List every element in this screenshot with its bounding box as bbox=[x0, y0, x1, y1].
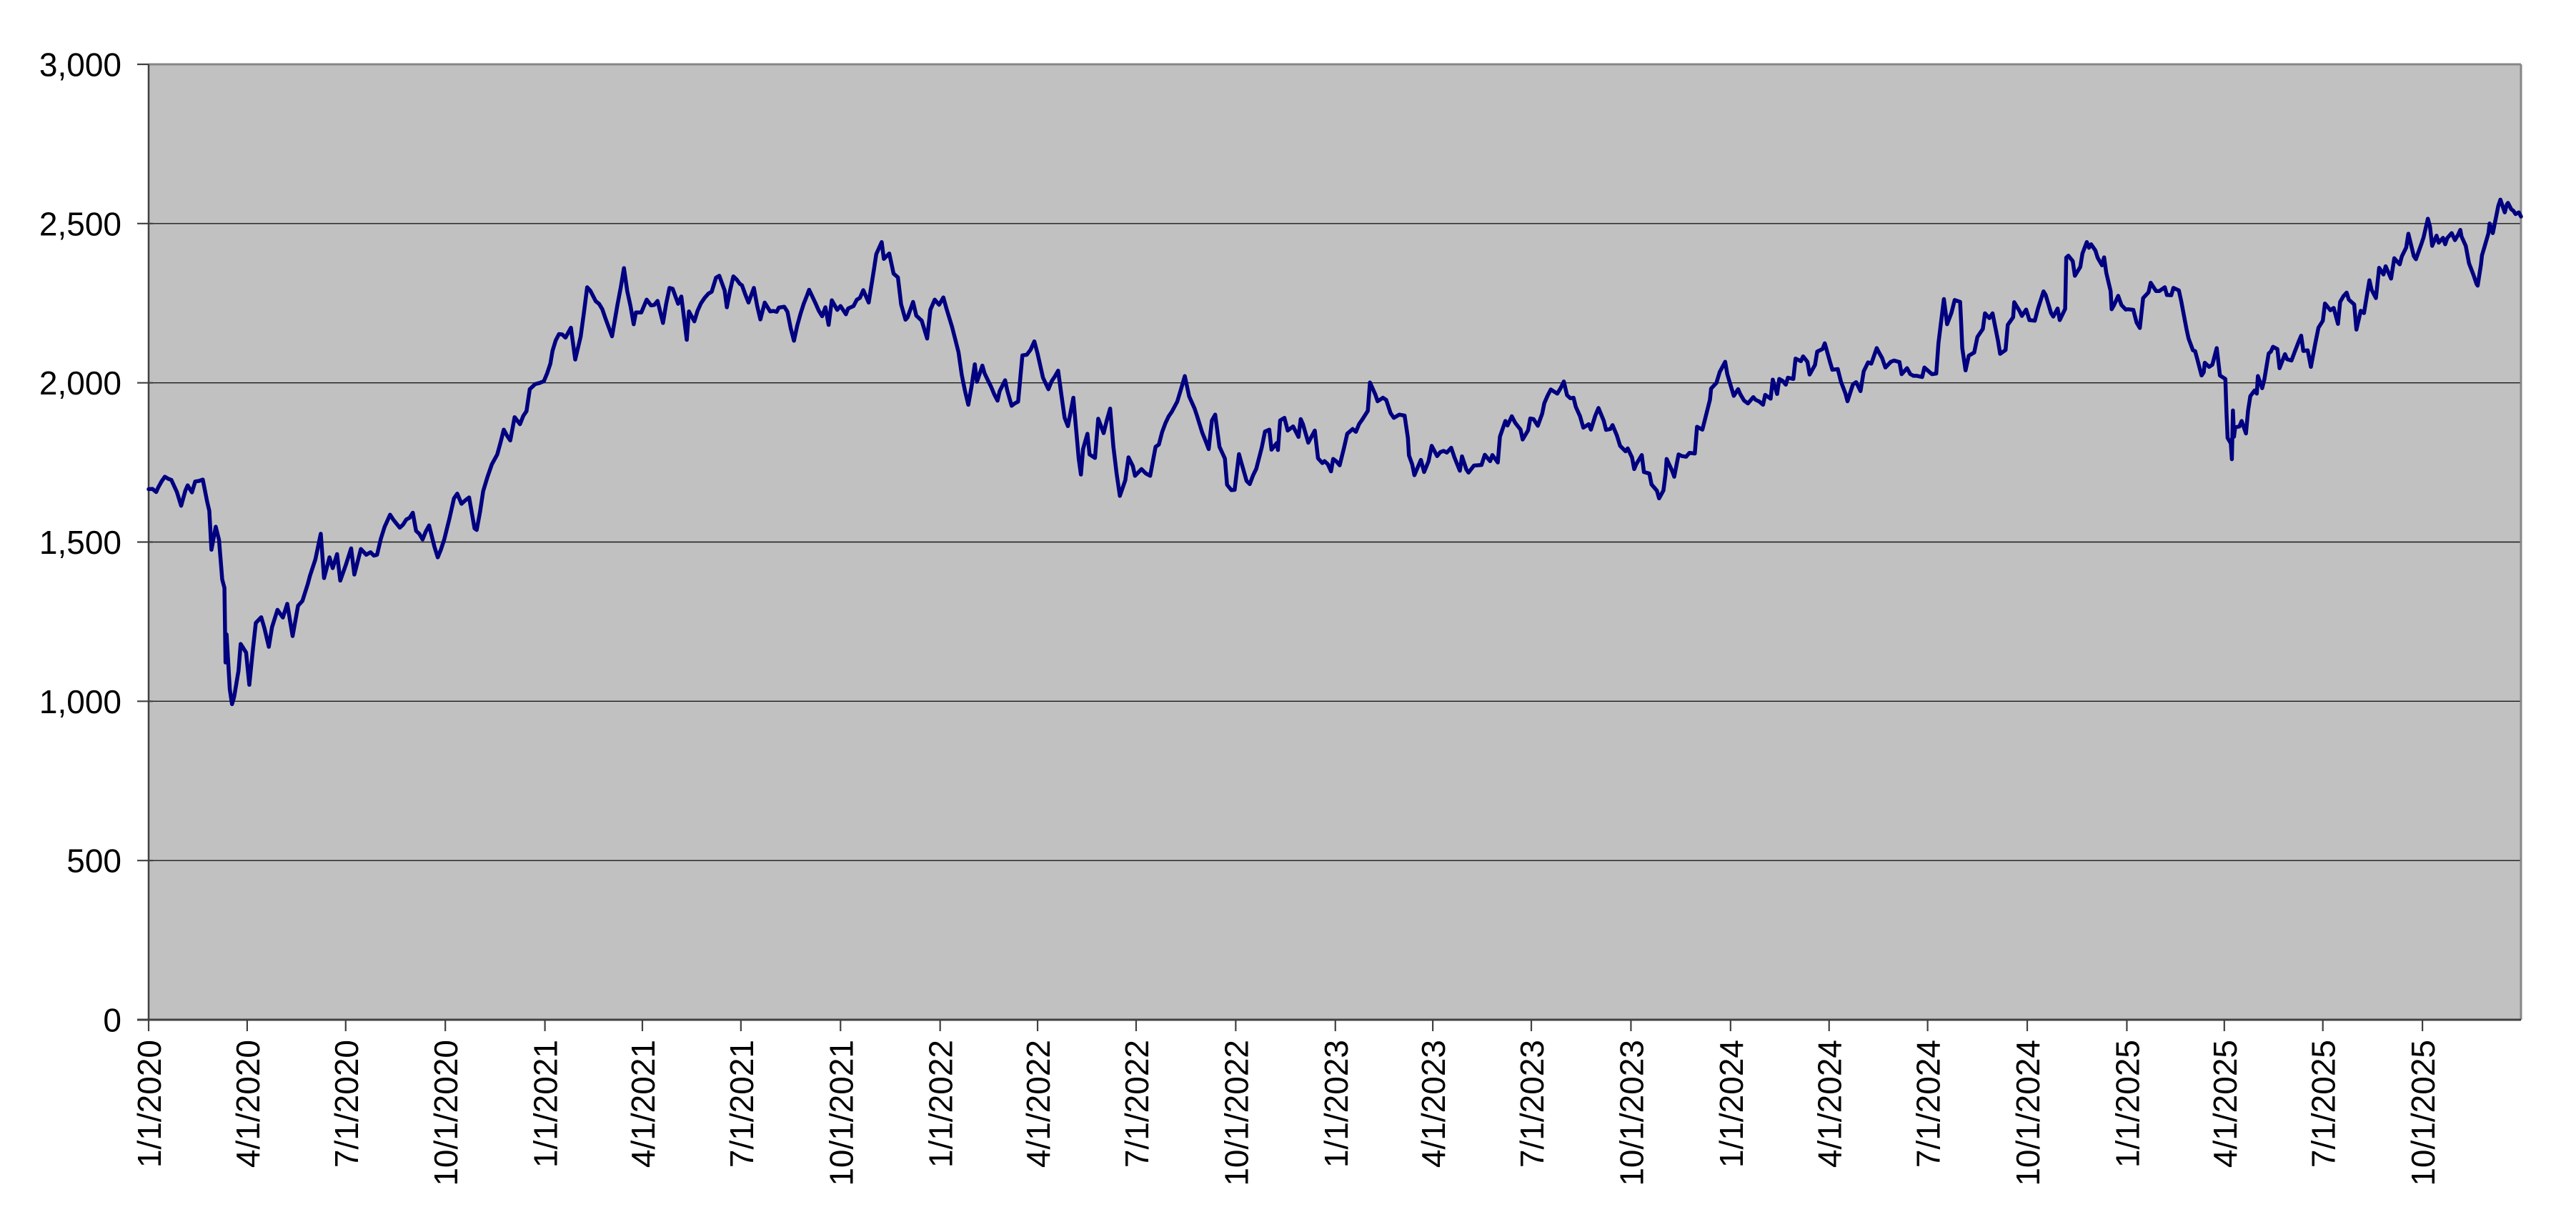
x-axis-labels-group: 1/1/2020 4/1/2020 7/1/2020 10/1/2020 1/1/202… bbox=[131, 1040, 2442, 1186]
y-axis-tick-label: 1,500 bbox=[39, 524, 121, 561]
x-axis-tick-label: 4/1/2024 bbox=[1811, 1040, 1849, 1168]
x-axis-tick-label: 7/1/2022 bbox=[1118, 1040, 1155, 1168]
series-line bbox=[146, 197, 2523, 707]
x-axis-tick-label: 10/1/2022 bbox=[1218, 1040, 1255, 1186]
x-axis-tick-label: 4/1/2023 bbox=[1415, 1040, 1452, 1168]
x-axis-tick-label: 7/1/2023 bbox=[1513, 1040, 1551, 1168]
x-axis-tick-label: 7/1/2021 bbox=[723, 1040, 760, 1168]
y-axis-labels-group: 0 500 1,000 1,500 2,000 2,500 3,000 bbox=[39, 46, 121, 1039]
x-axis-tick-label: 10/1/2023 bbox=[1613, 1040, 1650, 1186]
x-axis-tick-label: 7/1/2020 bbox=[328, 1040, 365, 1168]
y-axis-tick-label: 2,000 bbox=[39, 364, 121, 402]
data-series-group bbox=[146, 197, 2523, 707]
x-axis-tick-label: 7/1/2025 bbox=[2305, 1040, 2342, 1168]
x-axis-tick-label: 1/1/2024 bbox=[1713, 1040, 1750, 1168]
x-axis-tick-label: 1/1/2022 bbox=[923, 1040, 960, 1168]
x-axis-tick-label: 10/1/2025 bbox=[2405, 1040, 2442, 1186]
x-axis-tick-label: 10/1/2021 bbox=[822, 1040, 860, 1186]
x-axis-tick-label: 4/1/2022 bbox=[1020, 1040, 1057, 1168]
x-axis-tick-label: 10/1/2024 bbox=[2009, 1040, 2047, 1186]
x-axis-tick-label: 1/1/2025 bbox=[2109, 1040, 2146, 1168]
x-axis-tick-label: 4/1/2025 bbox=[2207, 1040, 2244, 1168]
x-axis-tick-label: 1/1/2021 bbox=[527, 1040, 565, 1168]
x-axis-tick-label: 4/1/2020 bbox=[229, 1040, 267, 1168]
y-axis-tick-label: 1,000 bbox=[39, 683, 121, 720]
y-axis-tick-label: 3,000 bbox=[39, 46, 121, 84]
plot-frame-group bbox=[137, 63, 2522, 1021]
x-axis-tick-label: 1/1/2023 bbox=[1318, 1040, 1355, 1168]
y-axis-tick-label: 0 bbox=[103, 1002, 121, 1039]
y-axis-tick-label: 500 bbox=[66, 843, 121, 880]
x-axis-tick-label: 10/1/2020 bbox=[427, 1040, 464, 1186]
y-axis-tick-label: 2,500 bbox=[39, 205, 121, 242]
x-axis-tick-label: 4/1/2021 bbox=[625, 1040, 662, 1168]
x-axis-tick-label: 7/1/2024 bbox=[1910, 1040, 1947, 1168]
x-axis-tick-label: 1/1/2020 bbox=[131, 1040, 168, 1168]
axis-ticks-group bbox=[137, 63, 2424, 1031]
